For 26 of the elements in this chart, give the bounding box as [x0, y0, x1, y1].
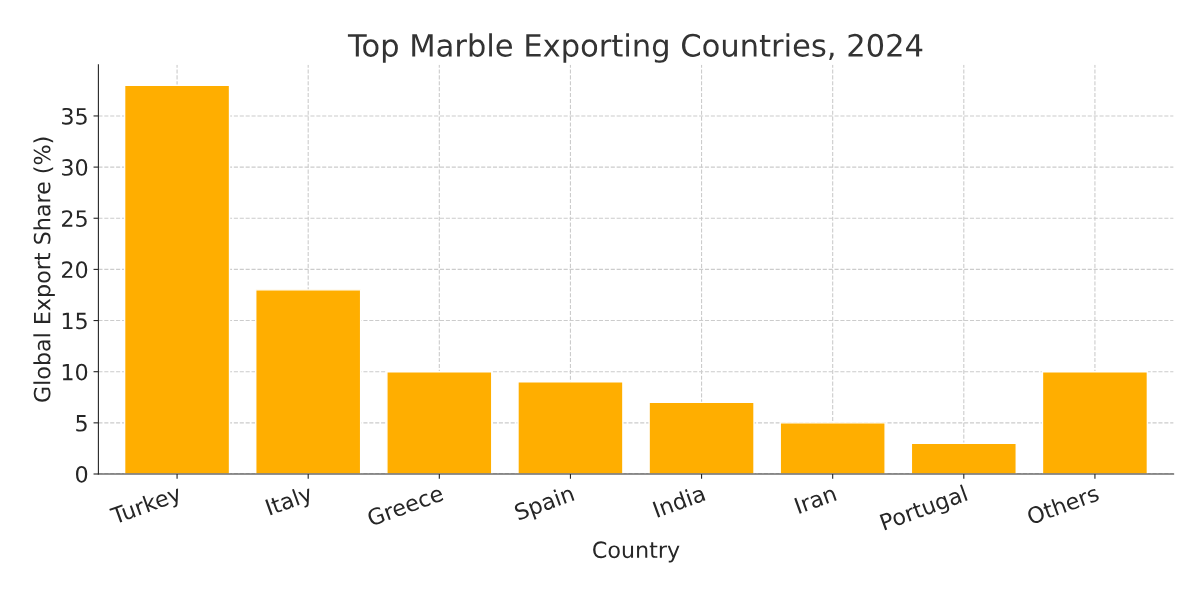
y-tick-label: 0 [76, 465, 88, 483]
x-tick-label: Italy [264, 483, 315, 520]
bar [517, 381, 624, 474]
x-tick-label: Iran [794, 485, 837, 514]
bar [910, 442, 1017, 474]
y-tick-label: 30 [62, 159, 88, 176]
y-tick-label: 10 [62, 363, 88, 381]
y-axis-title: Global Export Share (%) [33, 137, 55, 402]
bar [1041, 371, 1149, 474]
bar [255, 289, 362, 474]
chart-title: Top Marble Exporting Countries, 2024 [347, 33, 923, 63]
y-tick-label: 35 [62, 107, 87, 125]
y-tick-label: 15 [62, 312, 87, 330]
x-tick-label: Turkey [109, 483, 184, 529]
x-tick-label: India [652, 484, 706, 518]
x-tick-label: Spain [513, 484, 577, 525]
bar [386, 371, 493, 474]
y-tick-label: 25 [62, 210, 87, 228]
bar [779, 422, 886, 474]
bar [648, 401, 755, 474]
y-tick-label: 5 [76, 415, 87, 432]
bar [123, 84, 231, 474]
x-axis-title: Country [593, 541, 680, 563]
x-tick-label: Others [1025, 484, 1100, 525]
x-tick-label: Greece [366, 484, 445, 527]
y-tick-label: 20 [62, 261, 88, 279]
